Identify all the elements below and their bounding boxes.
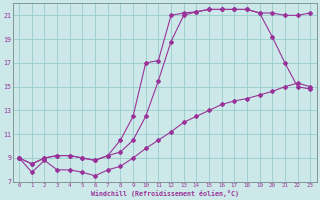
X-axis label: Windchill (Refroidissement éolien,°C): Windchill (Refroidissement éolien,°C) — [91, 190, 239, 197]
